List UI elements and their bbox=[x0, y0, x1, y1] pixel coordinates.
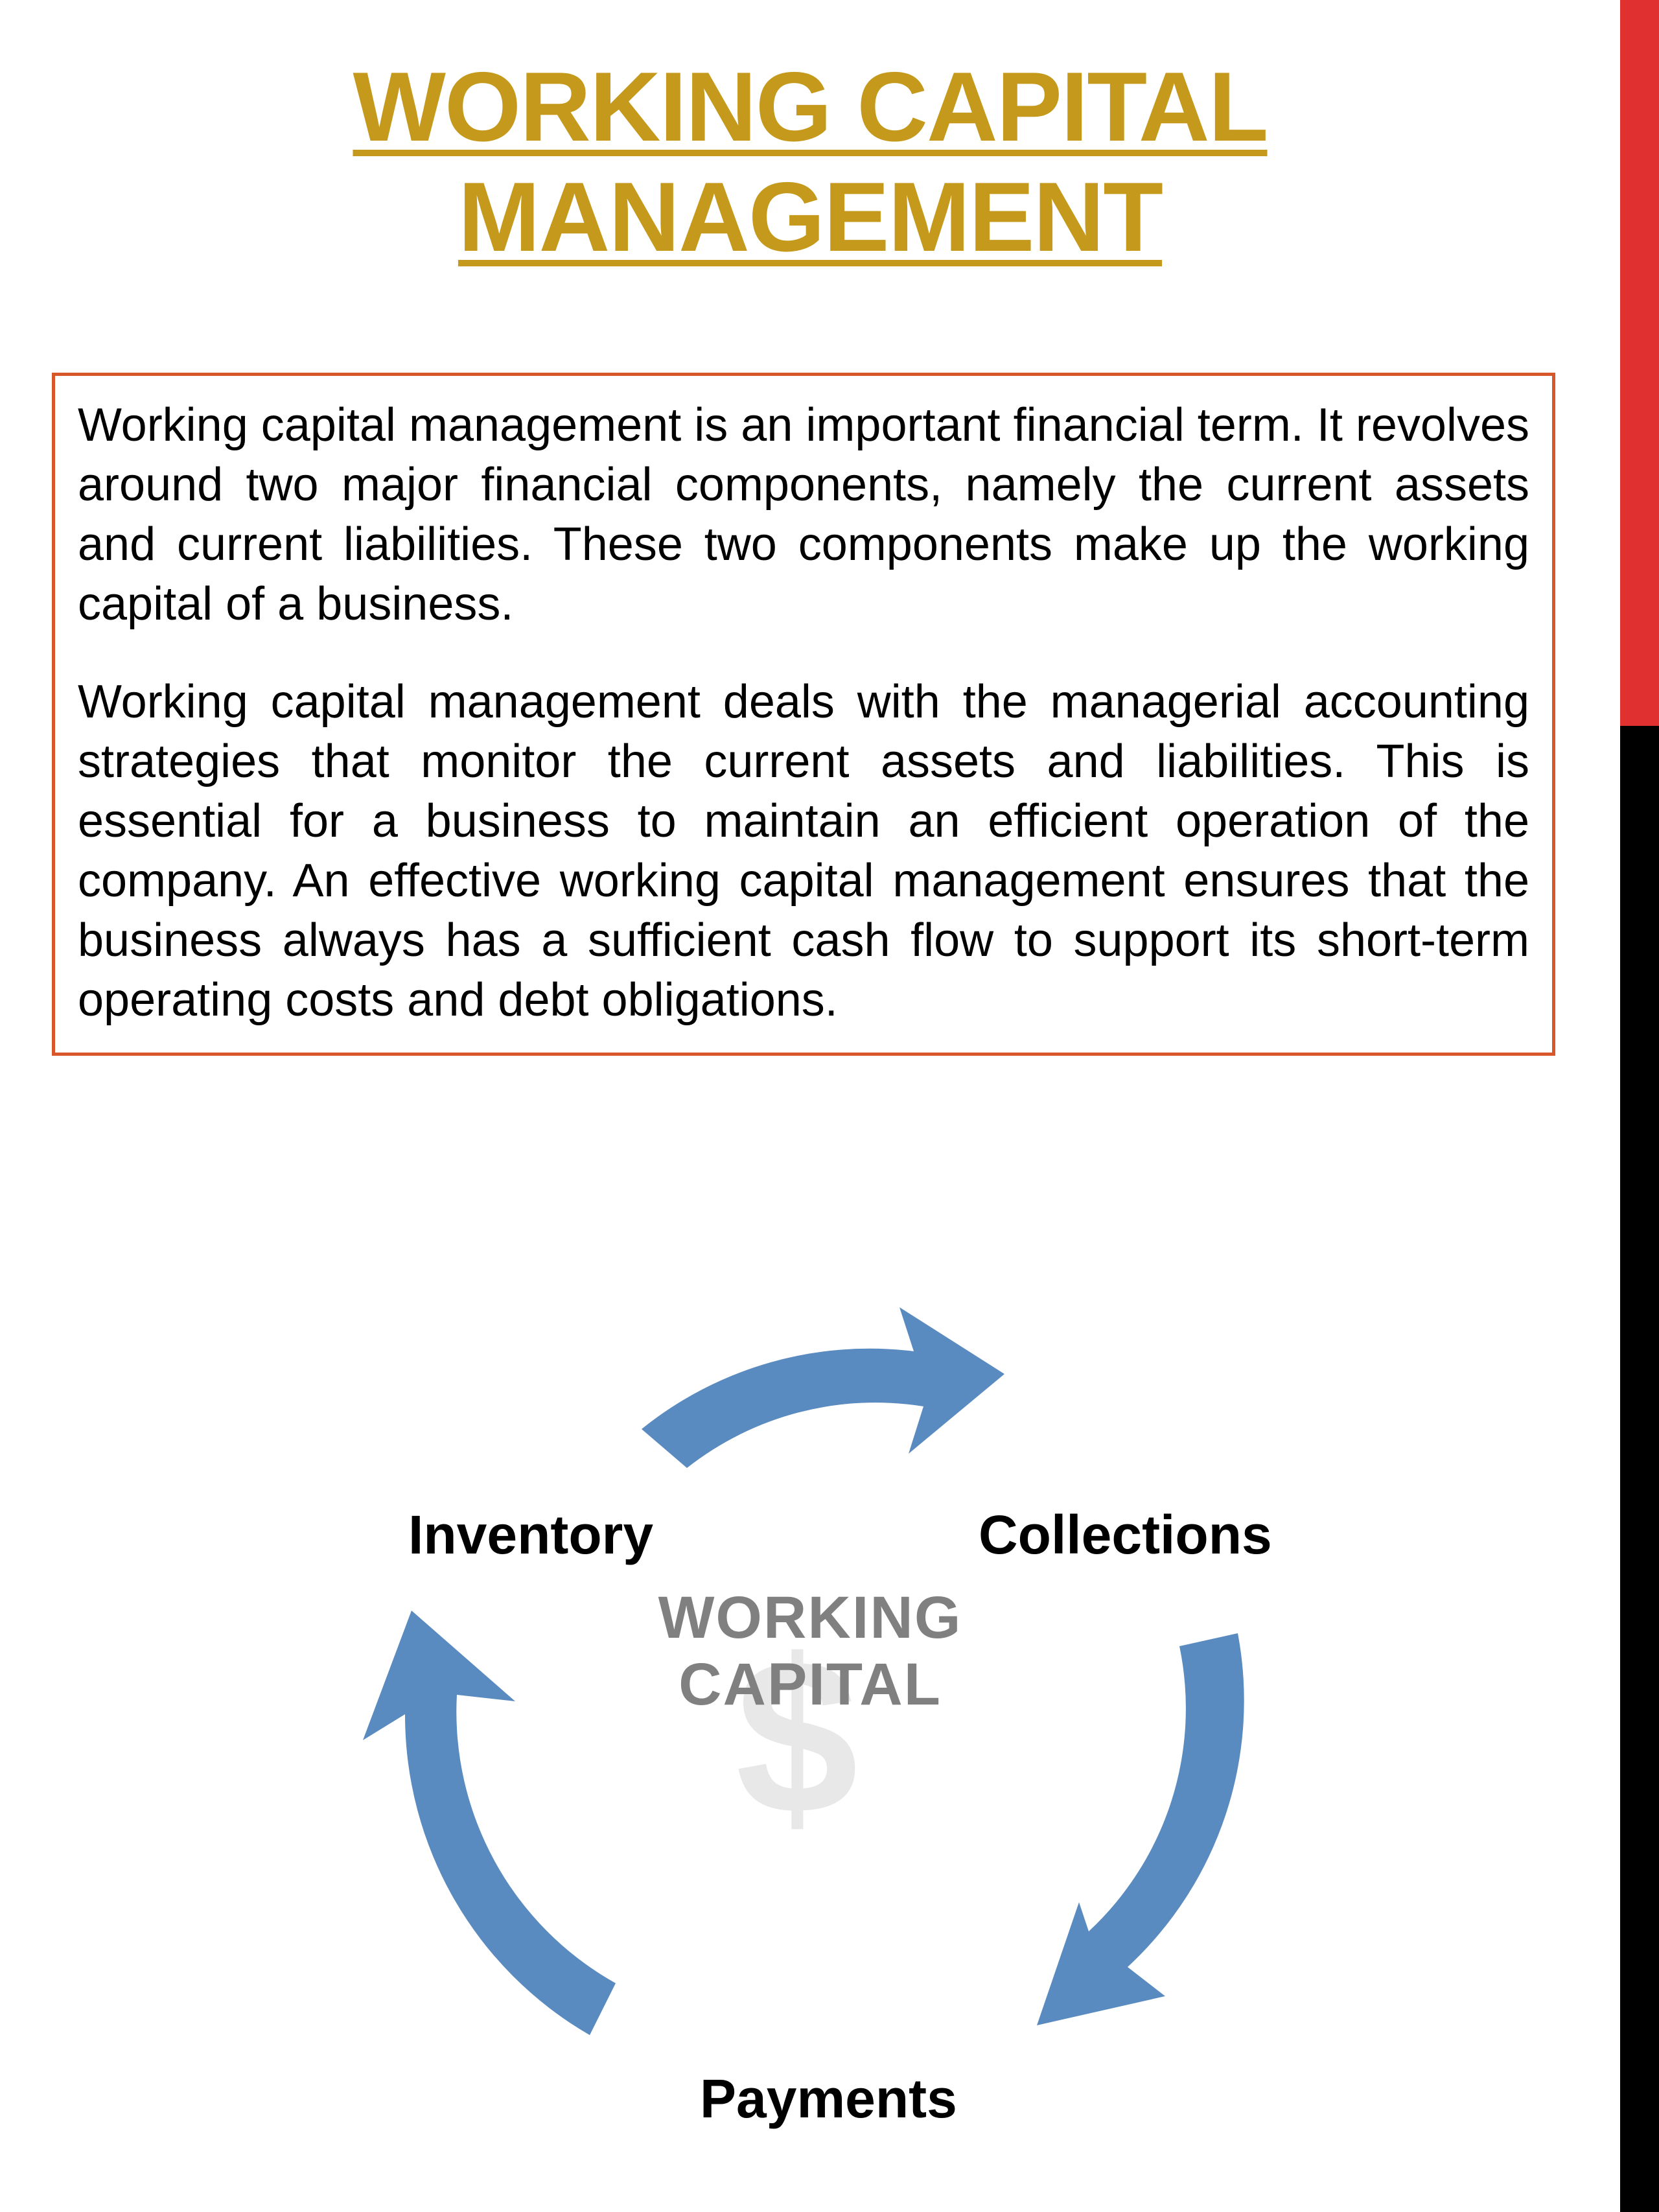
definition-box: Working capital management is an importa… bbox=[52, 373, 1555, 1056]
accent-bar-black bbox=[1620, 726, 1659, 2212]
center-line-2: CAPITAL bbox=[679, 1651, 942, 1717]
node-inventory: Inventory bbox=[408, 1504, 653, 1566]
page-title: WORKING CAPITAL MANAGEMENT bbox=[0, 52, 1620, 272]
body-paragraph-1: Working capital management is an importa… bbox=[78, 395, 1529, 634]
body-paragraph-2: Working capital management deals with th… bbox=[78, 672, 1529, 1030]
arrow-top-icon bbox=[603, 1293, 1017, 1487]
slide-page: WORKING CAPITAL MANAGEMENT Working capit… bbox=[0, 0, 1659, 2212]
title-line-2: MANAGEMENT bbox=[458, 162, 1162, 272]
node-collections: Collections bbox=[979, 1504, 1272, 1566]
center-line-1: WORKING bbox=[658, 1585, 962, 1651]
accent-bar-red bbox=[1620, 0, 1659, 726]
title-line-1: WORKING CAPITAL bbox=[353, 52, 1267, 162]
cycle-center-label: WORKING CAPITAL bbox=[259, 1585, 1361, 1718]
node-payments: Payments bbox=[700, 2067, 957, 2130]
working-capital-cycle-diagram: $ WORKING CAPITAL Inventory Collections … bbox=[259, 1296, 1361, 2152]
